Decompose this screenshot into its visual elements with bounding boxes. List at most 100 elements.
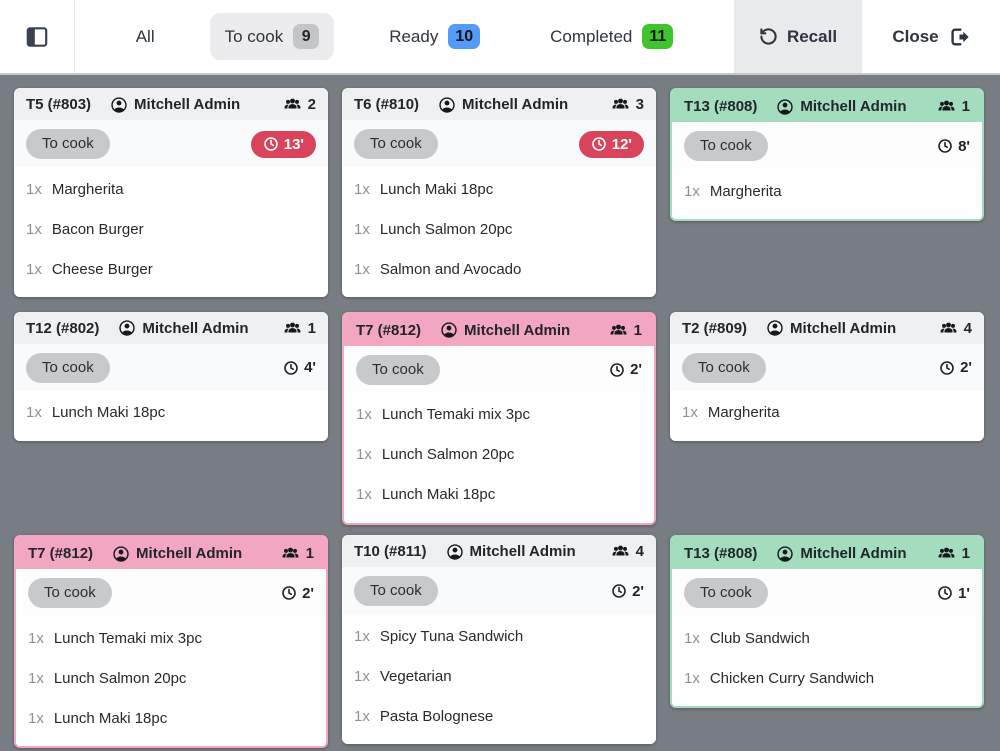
item-list: 1x Club Sandwich 1x Chicken Curry Sandwi… — [672, 616, 982, 707]
server-name: Mitchell Admin — [469, 543, 576, 561]
clock-icon — [263, 137, 278, 151]
server-name: Mitchell Admin — [790, 319, 897, 337]
table-label: T12 (#802) — [26, 319, 100, 337]
server: Mitchell Admin — [112, 545, 242, 563]
status-row: To cook 2' — [344, 345, 654, 393]
item-qty: 1x — [354, 260, 370, 278]
server-name: Mitchell Admin — [464, 321, 571, 339]
tab-all[interactable]: All — [121, 16, 170, 58]
user-circle-icon — [446, 544, 463, 560]
timer-badge: 2' — [611, 583, 644, 600]
item-qty: 1x — [684, 629, 700, 647]
status-pill: To cook — [356, 354, 440, 385]
item-row: 1x Lunch Maki 18pc — [354, 169, 644, 209]
guest-count: 1 — [281, 544, 314, 563]
users-icon — [938, 547, 955, 558]
item-name: Spicy Tuna Sandwich — [379, 627, 524, 645]
item-name: Lunch Salmon 20pc — [381, 446, 515, 464]
sign-out-icon — [951, 27, 969, 46]
table-label: T13 (#808) — [684, 98, 758, 115]
item-qty: 1x — [26, 404, 42, 422]
recall-button[interactable]: Recall — [734, 0, 862, 73]
user-circle-icon — [441, 322, 457, 338]
guest-count: 1 — [609, 321, 642, 340]
users-icon — [612, 98, 629, 109]
item-name: Pasta Bolognese — [379, 707, 494, 725]
clock-icon — [282, 586, 296, 601]
user-circle-icon — [439, 96, 455, 113]
item-row: 1x Spicy Tuna Sandwich — [354, 616, 644, 656]
order-card[interactable]: T13 (#808) Mitchell Admin 1 — [670, 535, 984, 709]
clock-icon — [938, 139, 952, 153]
item-name: Lunch Maki 18pc — [379, 180, 494, 198]
order-card[interactable]: T6 (#810) Mitchell Admin 3 — [342, 88, 656, 297]
status-pill: To cook — [26, 129, 110, 159]
item-name: Vegetarian — [379, 667, 452, 685]
order-card-header: T2 (#809) Mitchell Admin 4 — [670, 311, 984, 344]
user-circle-icon — [113, 546, 129, 562]
rotate-ccw-icon — [760, 28, 777, 45]
item-list: 1x Margherita 1x Bacon Burger 1x Cheese … — [14, 167, 328, 297]
tab-ready[interactable]: Ready 10 — [374, 13, 495, 60]
tab-to-cook[interactable]: To cook 9 — [209, 12, 335, 61]
timer-badge: 13' — [250, 130, 316, 158]
table-label: T13 (#808) — [684, 545, 758, 563]
order-card[interactable]: T7 (#812) Mitchell Admin 1 — [14, 535, 328, 749]
table-label: T10 (#811) — [354, 543, 427, 561]
item-name: Lunch Maki 18pc — [53, 709, 168, 727]
sidebar-toggle-button[interactable] — [0, 0, 75, 73]
users-icon — [940, 322, 957, 333]
guest-count-value: 1 — [961, 545, 970, 563]
clock-icon — [938, 586, 952, 601]
clock-icon — [612, 584, 626, 599]
item-qty: 1x — [354, 180, 370, 198]
order-card[interactable]: T13 (#808) Mitchell Admin 1 — [670, 88, 984, 221]
server: Mitchell Admin — [766, 319, 896, 337]
timer-badge: 8' — [937, 138, 970, 155]
status-row: To cook 12' — [342, 120, 656, 167]
item-name: Club Sandwich — [709, 629, 810, 647]
order-card[interactable]: T5 (#803) Mitchell Admin 2 — [14, 88, 328, 297]
order-card-header: T10 (#811) Mitchell Admin 4 — [342, 535, 656, 568]
tab-completed[interactable]: Completed 11 — [535, 13, 688, 60]
server: Mitchell Admin — [776, 98, 907, 116]
guest-count-value: 1 — [961, 98, 970, 115]
item-list: 1x Margherita — [672, 169, 982, 219]
item-row: 1x Lunch Salmon 20pc — [356, 435, 642, 475]
timer-badge: 4' — [283, 359, 316, 376]
status-pill: To cook — [354, 129, 438, 159]
status-row: To cook 13' — [14, 120, 328, 167]
tab-count-badge: 10 — [448, 23, 481, 50]
order-board: T5 (#803) Mitchell Admin 2 — [0, 75, 1000, 751]
order-card[interactable]: T10 (#811) Mitchell Admin 4 — [342, 535, 656, 745]
order-card[interactable]: T2 (#809) Mitchell Admin 4 — [670, 311, 984, 441]
guest-count: 3 — [611, 95, 644, 114]
status-pill: To cook — [28, 578, 112, 609]
order-card-header: T12 (#802) Mitchell Admin 1 — [14, 311, 328, 344]
item-name: Lunch Maki 18pc — [381, 486, 496, 504]
tab-label: Completed — [550, 26, 633, 46]
item-name: Cheese Burger — [51, 260, 153, 278]
item-qty: 1x — [354, 220, 370, 238]
guest-count-value: 2 — [307, 96, 316, 113]
status-row: To cook 4' — [14, 343, 328, 391]
recall-label: Recall — [786, 26, 838, 46]
timer-badge: 2' — [939, 359, 972, 376]
server: Mitchell Admin — [440, 321, 570, 339]
item-qty: 1x — [356, 406, 372, 424]
status-pill: To cook — [26, 352, 110, 383]
guest-count: 4 — [611, 542, 644, 561]
order-card-header: T13 (#808) Mitchell Admin 1 — [672, 90, 982, 122]
order-card[interactable]: T7 (#812) Mitchell Admin 1 — [342, 311, 656, 525]
status-pill: To cook — [684, 578, 768, 609]
item-list: 1x Lunch Maki 18pc 1x Lunch Salmon 20pc … — [342, 167, 656, 297]
users-icon — [610, 324, 627, 335]
status-row: To cook 8' — [672, 122, 982, 169]
order-card[interactable]: T12 (#802) Mitchell Admin 1 — [14, 311, 328, 441]
status-pill: To cook — [684, 131, 768, 161]
close-button[interactable]: Close — [862, 0, 1000, 73]
timer-value: 1' — [958, 584, 970, 602]
timer-badge: 1' — [937, 585, 970, 602]
item-name: Lunch Temaki mix 3pc — [381, 406, 530, 424]
item-row: 1x Club Sandwich — [684, 618, 970, 658]
